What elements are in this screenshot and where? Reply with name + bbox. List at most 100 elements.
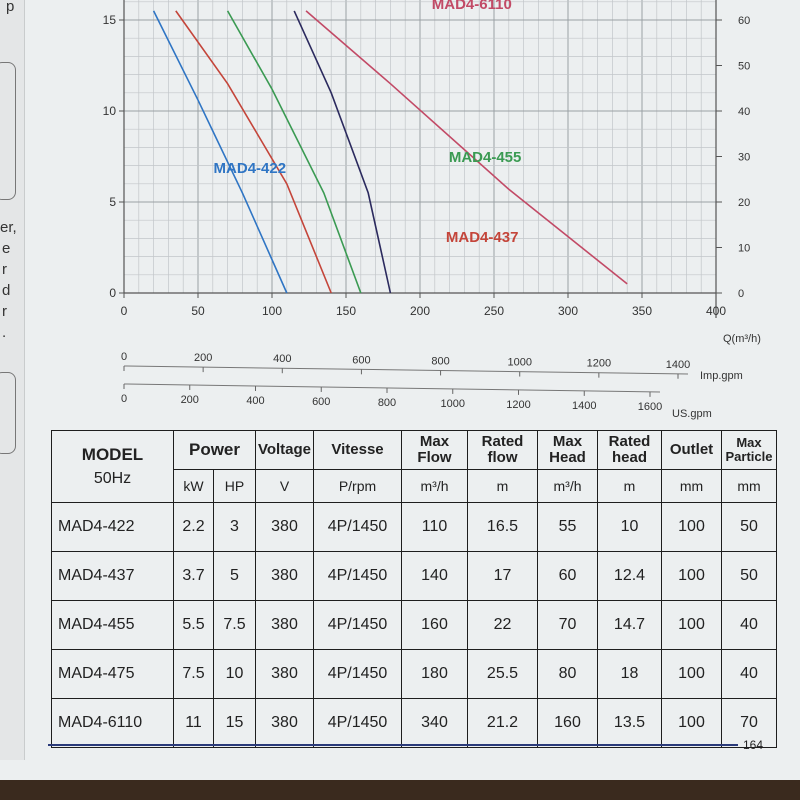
cell-outlet: 100 bbox=[661, 698, 722, 748]
left-page-fragment: er, bbox=[0, 219, 17, 236]
table-row: MAD4-6110 11 15 380 4P/1450 340 21.2 160… bbox=[51, 698, 777, 748]
series-label-mad4-455: MAD4-455 bbox=[449, 149, 522, 166]
cell-hp: 3 bbox=[213, 502, 256, 552]
cell-hp: 15 bbox=[213, 698, 256, 748]
chart-grid bbox=[123, 0, 717, 294]
cell-rated-head: 13.5 bbox=[597, 698, 662, 748]
left-page-box bbox=[0, 62, 16, 200]
series-label-mad4-437: MAD4-437 bbox=[446, 229, 519, 246]
cell-particle: 40 bbox=[721, 600, 777, 650]
cell-kw: 2.2 bbox=[173, 502, 214, 552]
header-model: MODEL 50Hz bbox=[51, 430, 174, 503]
header-voltage: Voltage bbox=[255, 430, 314, 470]
y-tick-label-right: 10 bbox=[738, 243, 750, 255]
cell-max-head: 55 bbox=[537, 502, 598, 552]
us-gpm-tick-label: 800 bbox=[378, 397, 396, 409]
cell-particle: 50 bbox=[721, 551, 777, 601]
curve-mad4-6110 bbox=[305, 10, 628, 285]
unit-rated-flow: m bbox=[467, 469, 538, 503]
cell-vitesse: 4P/1450 bbox=[313, 502, 402, 552]
x-tick-label: 350 bbox=[632, 304, 652, 318]
cell-particle: 50 bbox=[721, 502, 777, 552]
cell-max-head: 60 bbox=[537, 551, 598, 601]
us-gpm-tick-label: 400 bbox=[246, 395, 264, 407]
imp-gpm-tick-label: 400 bbox=[273, 353, 291, 365]
cell-outlet: 100 bbox=[661, 502, 722, 552]
series-label-mad4-6110: MAD4-6110 bbox=[432, 0, 512, 13]
cell-kw: 11 bbox=[173, 698, 214, 748]
header-model-label: MODEL bbox=[81, 444, 144, 464]
left-page-fragment: p bbox=[6, 0, 15, 15]
cell-vitesse: 4P/1450 bbox=[313, 600, 402, 650]
cell-model: MAD4-455 bbox=[51, 600, 174, 650]
cell-max-flow: 110 bbox=[401, 502, 468, 552]
footer-rule bbox=[48, 744, 738, 746]
pump-curve-chart: 0 50 100 150 200 250 300 350 400Q(m³/h)051015010… bbox=[103, 0, 761, 420]
cell-max-head: 70 bbox=[537, 600, 598, 650]
unit-kw: kW bbox=[173, 469, 214, 503]
y-tick-label-right: 0 bbox=[738, 288, 744, 300]
series-label-mad4-422: MAD4-422 bbox=[214, 160, 287, 177]
pump-specs-table: MODEL 50Hz Power Voltage Vitesse Max Flo… bbox=[51, 430, 777, 748]
unit-voltage: V bbox=[255, 469, 314, 503]
cell-rated-flow: 22 bbox=[467, 600, 538, 650]
y-tick-label-right: 40 bbox=[738, 106, 750, 118]
x-axis-unit: Q(m³/h) bbox=[723, 333, 761, 345]
y-tick-label-left: 0 bbox=[109, 286, 116, 300]
left-page-box bbox=[0, 372, 16, 454]
cell-max-flow: 180 bbox=[401, 649, 468, 699]
unit-outlet: mm bbox=[661, 469, 722, 503]
us-gpm-tick-label: 0 bbox=[121, 393, 127, 405]
imp-gpm-axis-line bbox=[123, 365, 689, 375]
cell-max-flow: 140 bbox=[401, 551, 468, 601]
table-row: MAD4-422 2.2 3 380 4P/1450 110 16.5 55 1… bbox=[51, 502, 777, 552]
cell-rated-flow: 16.5 bbox=[467, 502, 538, 552]
header-max-head: Max Head bbox=[537, 430, 598, 470]
cell-voltage: 380 bbox=[255, 698, 314, 748]
curve-mad4-422 bbox=[152, 10, 288, 294]
cell-vitesse: 4P/1450 bbox=[313, 551, 402, 601]
header-max-flow: Max Flow bbox=[401, 430, 468, 470]
x-tick-label: 0 bbox=[121, 304, 128, 318]
cell-hp: 7.5 bbox=[213, 600, 256, 650]
unit-rated-head: m bbox=[597, 469, 662, 503]
cell-max-flow: 160 bbox=[401, 600, 468, 650]
x-tick-label: 400 bbox=[706, 304, 726, 318]
table-unit-row: kW HP V P/rpm m³/h m m³/h m mm mm bbox=[52, 469, 777, 503]
cell-rated-head: 12.4 bbox=[597, 551, 662, 601]
header-rated-flow: Rated flow bbox=[467, 430, 538, 470]
header-max-particle: Max Particle bbox=[721, 430, 777, 470]
cell-outlet: 100 bbox=[661, 551, 722, 601]
x-tick-label: 300 bbox=[558, 304, 578, 318]
header-model-sub: 50Hz bbox=[93, 470, 132, 488]
left-page-fragment: e bbox=[2, 240, 11, 257]
cell-kw: 3.7 bbox=[173, 551, 214, 601]
left-page-fragment: r bbox=[2, 261, 7, 278]
cell-voltage: 380 bbox=[255, 649, 314, 699]
cell-hp: 10 bbox=[213, 649, 256, 699]
curve-mad4-437 bbox=[175, 10, 332, 294]
header-vitesse: Vitesse bbox=[313, 430, 402, 470]
cell-voltage: 380 bbox=[255, 502, 314, 552]
unit-hp: HP bbox=[213, 469, 256, 503]
y-tick-label-right: 50 bbox=[738, 61, 750, 73]
imp-gpm-tick-label: 1400 bbox=[666, 359, 690, 371]
us-gpm-tick-label: 200 bbox=[181, 394, 199, 406]
cell-rated-head: 10 bbox=[597, 502, 662, 552]
cell-outlet: 100 bbox=[661, 649, 722, 699]
cell-max-head: 160 bbox=[537, 698, 598, 748]
x-tick-label: 100 bbox=[262, 304, 282, 318]
cell-rated-flow: 21.2 bbox=[467, 698, 538, 748]
x-tick-label: 150 bbox=[336, 304, 356, 318]
cell-hp: 5 bbox=[213, 551, 256, 601]
imp-gpm-tick-label: 600 bbox=[352, 354, 370, 366]
cell-vitesse: 4P/1450 bbox=[313, 698, 402, 748]
table-row: MAD4-455 5.5 7.5 380 4P/1450 160 22 70 1… bbox=[51, 600, 777, 650]
chart-axes: 0 50 100 150 200 250 300 350 400Q(m³/h)051015010… bbox=[103, 0, 761, 420]
us-gpm-unit: US.gpm bbox=[672, 408, 712, 420]
y-tick-label-right: 30 bbox=[738, 152, 750, 164]
cell-model: MAD4-475 bbox=[51, 649, 174, 699]
table-header-row: MODEL 50Hz Power Voltage Vitesse Max Flo… bbox=[51, 430, 777, 503]
imp-gpm-tick-label: 800 bbox=[431, 355, 449, 367]
us-gpm-tick-label: 1600 bbox=[638, 401, 662, 413]
